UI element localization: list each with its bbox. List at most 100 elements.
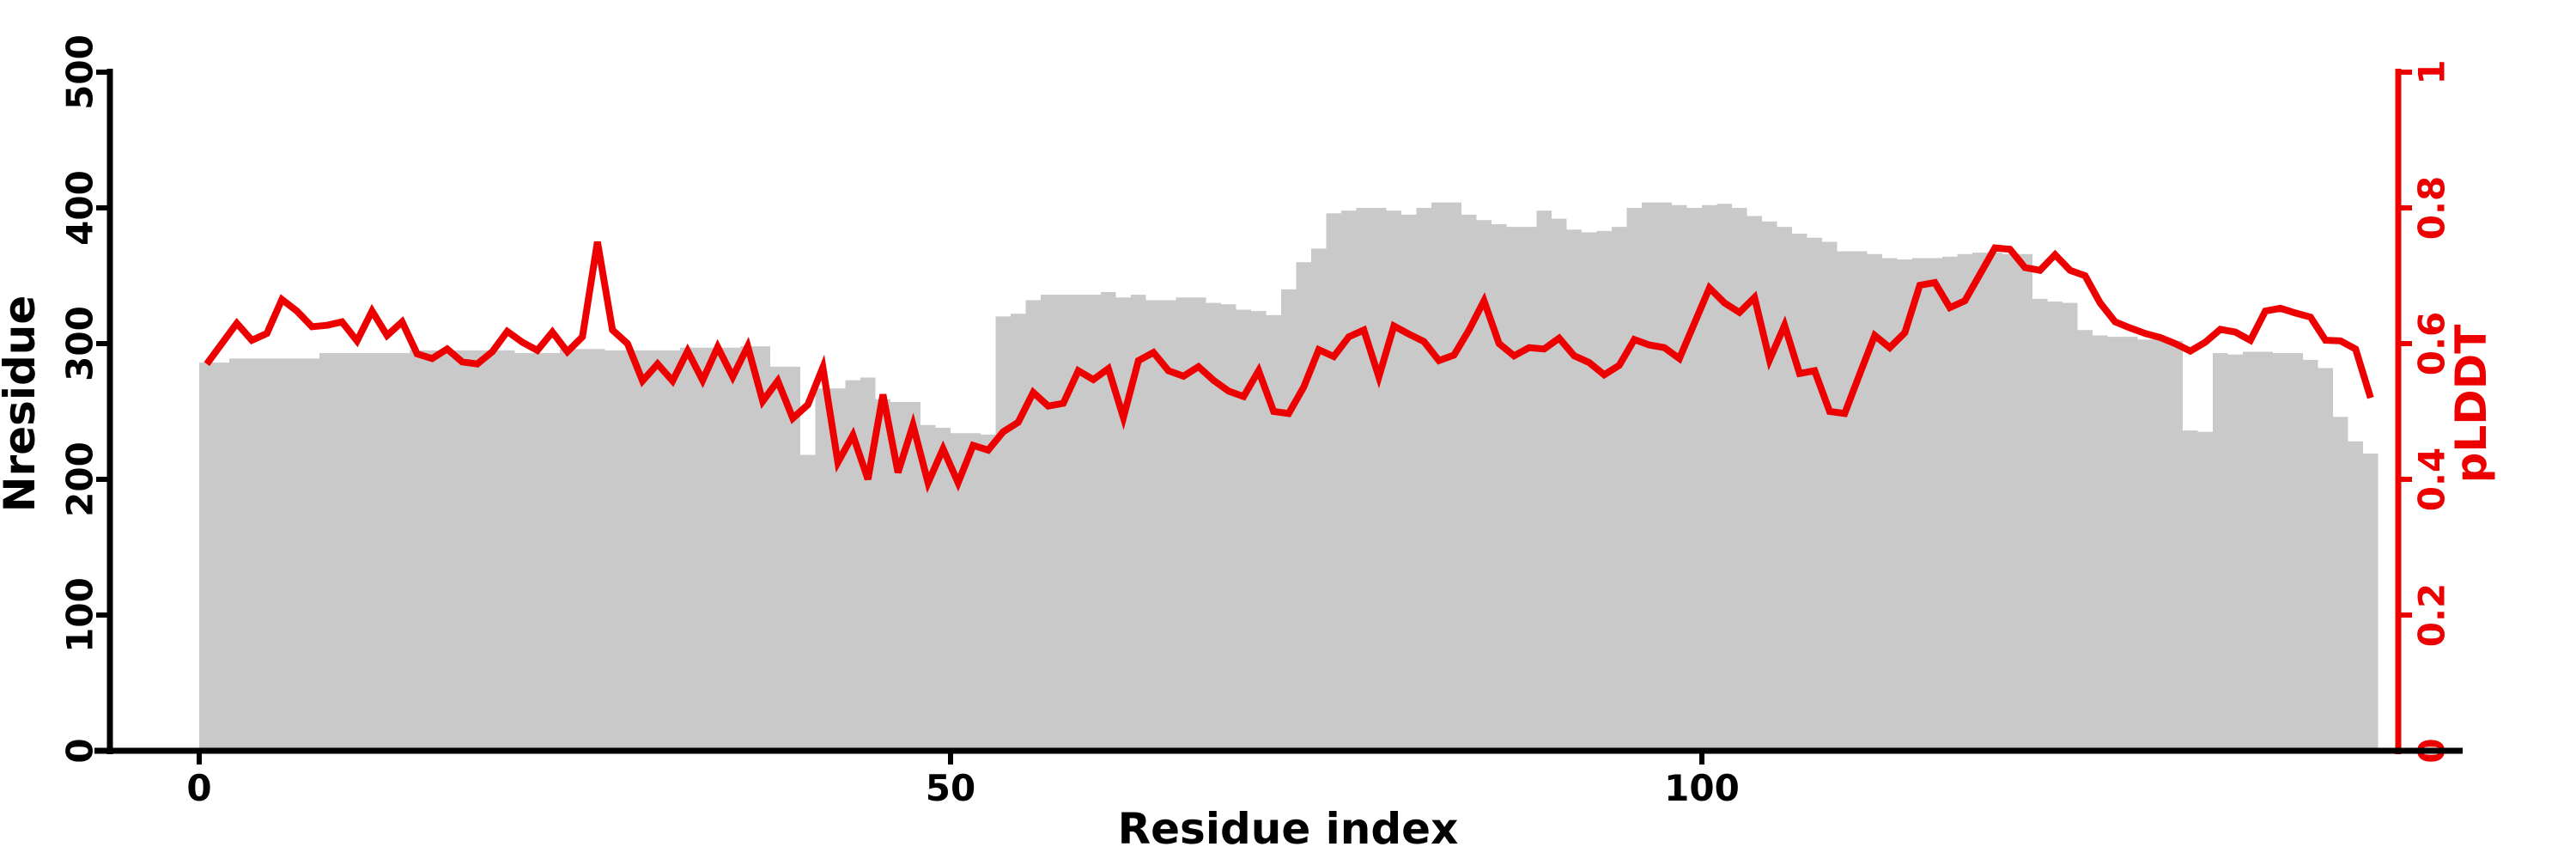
bar: [530, 353, 545, 751]
bar: [755, 346, 770, 751]
bar: [470, 350, 485, 751]
right-tick-label: 0.4: [2411, 448, 2453, 511]
bar: [1852, 251, 1868, 751]
bar: [1897, 259, 1912, 751]
bar: [2197, 431, 2213, 751]
bottom-axis: 0 50 100 Residue index: [94, 747, 2463, 854]
bar: [2047, 302, 2063, 751]
bar: [2077, 330, 2093, 751]
bar: [1822, 241, 1838, 751]
bar: [1115, 297, 1131, 751]
bar: [1221, 304, 1236, 751]
bar: [1642, 202, 1657, 751]
bar: [454, 350, 470, 751]
bar: [1702, 204, 1717, 752]
bar: [1566, 229, 1582, 751]
bar: [1461, 214, 1477, 751]
bar: [1732, 208, 1747, 751]
bar: [229, 358, 245, 751]
bar: [1416, 208, 1431, 751]
bar: [2063, 302, 2078, 752]
bar: [2137, 339, 2153, 751]
bar: [394, 353, 410, 751]
bar: [1296, 262, 1311, 751]
bar: [890, 401, 906, 751]
bar: [274, 358, 289, 751]
bar: [2348, 441, 2363, 751]
bar: [1326, 213, 1341, 751]
bar: [995, 316, 1011, 751]
bar: [1251, 311, 1267, 751]
right-axis: 00.20.40.60.81 pLDDT: [2395, 59, 2496, 764]
bar: [785, 366, 800, 751]
bar: [2153, 338, 2168, 751]
bar: [2363, 453, 2379, 751]
bar: [1386, 210, 1401, 751]
bar: [2257, 351, 2273, 751]
bar: [1762, 221, 1777, 751]
left-tick-label: 500: [59, 34, 101, 110]
bar: [1055, 295, 1071, 751]
left-tick-label: 200: [59, 442, 101, 517]
bar: [2167, 340, 2183, 751]
bar: [1191, 297, 1206, 751]
bar: [620, 350, 635, 751]
bar: [2227, 354, 2243, 751]
bar: [1522, 227, 1537, 751]
bar: [1747, 216, 1762, 752]
bar: [1356, 208, 1371, 751]
bar: [1672, 204, 1687, 752]
bar: [1626, 208, 1642, 751]
bar: [725, 347, 740, 751]
bar: [1987, 253, 2002, 751]
bar: [544, 353, 560, 751]
bar: [920, 424, 936, 751]
x-axis-title: Residue index: [1118, 804, 1459, 854]
bar: [635, 350, 650, 751]
bar: [1206, 302, 1221, 752]
bar: [965, 433, 981, 751]
bar: [410, 350, 425, 751]
bar: [710, 347, 726, 751]
bar: [1236, 309, 1251, 751]
bar: [1431, 202, 1447, 751]
bar: [1161, 300, 1176, 751]
bar: [560, 349, 575, 751]
left-axis-tick-labels: 0 100 200 300 400 500: [59, 34, 101, 763]
right-tick-label: 0.2: [2411, 583, 2453, 647]
bottom-tick-label: 0: [186, 767, 211, 809]
bar: [1792, 234, 1807, 751]
bar: [2032, 298, 2048, 751]
bar: [214, 362, 229, 751]
bar: [1311, 248, 1327, 751]
bar: [259, 358, 275, 751]
bar: [665, 350, 680, 751]
left-tick-label: 300: [59, 306, 101, 381]
nresidue-bars-series: [199, 202, 2379, 752]
bar: [1612, 227, 1627, 751]
bar: [1942, 256, 1958, 751]
bar: [289, 358, 305, 751]
bar: [1176, 297, 1191, 751]
bar: [1506, 227, 1522, 751]
bar: [1401, 214, 1417, 751]
bar: [2318, 368, 2333, 751]
bar: [1371, 208, 1387, 751]
bar: [304, 358, 319, 751]
bar: [1041, 295, 1056, 751]
bar: [590, 349, 605, 751]
bar: [770, 366, 786, 751]
bar: [800, 454, 816, 751]
bottom-tick-label: 50: [926, 767, 975, 809]
right-tick-label: 0.8: [2411, 176, 2453, 240]
bar: [951, 433, 966, 751]
bar: [1011, 314, 1026, 751]
bar: [1957, 253, 1972, 752]
bar: [2183, 430, 2198, 751]
bar: [484, 350, 500, 751]
bar: [1972, 253, 1988, 751]
bar: [1266, 314, 1281, 751]
bar: [244, 358, 259, 751]
